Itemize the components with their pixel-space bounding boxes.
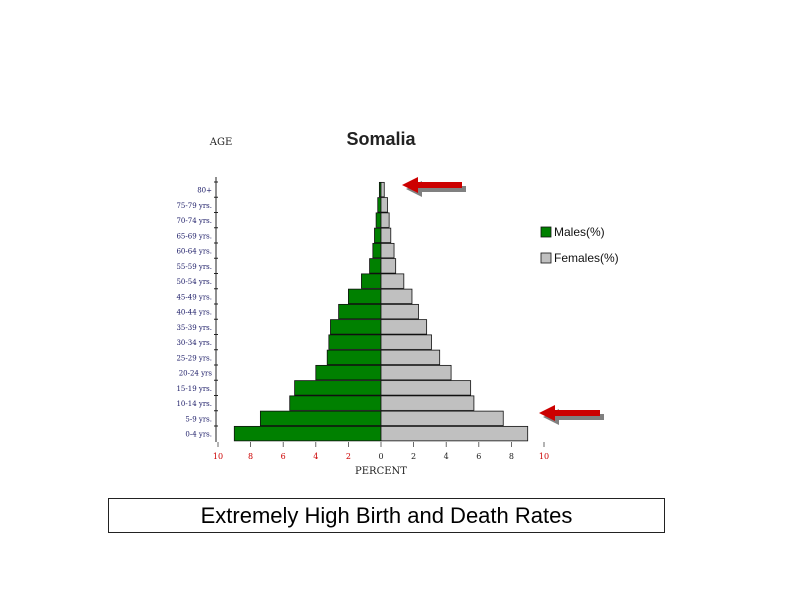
age-tick-label: 45-49 yrs. bbox=[176, 293, 212, 301]
female-bar bbox=[380, 364, 452, 381]
arrow-shaft bbox=[557, 414, 604, 420]
percent-tick-label: 10 bbox=[213, 452, 223, 461]
age-tick-label: 10-14 yrs. bbox=[176, 400, 212, 408]
female-bar bbox=[380, 334, 432, 350]
age-tick-label: 0-4 yrs. bbox=[185, 431, 212, 439]
arrow-head bbox=[539, 405, 555, 421]
chart-title: Somalia bbox=[346, 129, 416, 149]
age-axis-title: AGE bbox=[209, 137, 233, 148]
age-tick-label: 40-44 yrs. bbox=[176, 309, 212, 317]
age-tick-label: 75-79 yrs. bbox=[176, 202, 212, 210]
age-tick-label: 5-9 yrs. bbox=[185, 415, 212, 423]
age-axis: 80+ 75-79 yrs. 70-74 yrs. 65-69 yrs. 60-64 y… bbox=[176, 177, 218, 442]
caption-box: Extremely High Birth and Death Rates bbox=[108, 498, 665, 533]
arrow-shaft bbox=[420, 186, 466, 192]
caption-text: Extremely High Birth and Death Rates bbox=[200, 502, 573, 528]
arrow-5-9 bbox=[539, 405, 604, 425]
age-tick-label: 30-34 yrs. bbox=[176, 339, 212, 347]
female-bar bbox=[380, 425, 529, 442]
male-bar bbox=[377, 197, 382, 213]
percent-tick-label: 6 bbox=[281, 452, 286, 461]
male-bar bbox=[374, 227, 382, 244]
age-tick-label: 20-24 yrs bbox=[179, 370, 213, 378]
percent-tick-label: 2 bbox=[346, 452, 351, 461]
percent-tick-label: 2 bbox=[411, 452, 416, 461]
population-pyramid-chart: 80+ 75-79 yrs. 70-74 yrs. 65-69 yrs. 60-64 y… bbox=[176, 129, 619, 477]
percent-tick-label: 8 bbox=[509, 452, 514, 461]
age-tick-label: 25-29 yrs. bbox=[176, 354, 212, 362]
male-bar bbox=[315, 364, 382, 381]
female-bar bbox=[380, 410, 504, 427]
legend: Males(%) Females(%) bbox=[540, 225, 619, 265]
age-tick-label: 35-39 yrs. bbox=[176, 324, 212, 332]
male-bar bbox=[372, 242, 382, 259]
female-bar bbox=[380, 288, 413, 305]
age-tick-label: 60-64 yrs. bbox=[176, 248, 212, 256]
male-bar bbox=[361, 273, 382, 289]
age-tick-label: 80+ bbox=[197, 187, 212, 195]
male-bar bbox=[294, 380, 382, 396]
percent-tick-label: 0 bbox=[378, 452, 383, 461]
male-bar bbox=[289, 395, 382, 411]
legend-swatch bbox=[540, 226, 552, 238]
arrow-head bbox=[402, 177, 418, 193]
female-bar bbox=[380, 303, 419, 320]
female-bar bbox=[380, 258, 397, 274]
percent-axis-title: PERCENT bbox=[355, 466, 407, 477]
bars bbox=[233, 181, 529, 442]
male-bar bbox=[375, 212, 382, 228]
female-bar bbox=[380, 227, 392, 244]
legend-swatch bbox=[540, 252, 552, 264]
age-tick-label: 65-69 yrs. bbox=[176, 232, 212, 240]
female-bar bbox=[380, 242, 395, 259]
female-bar bbox=[380, 212, 390, 228]
arrow-80plus bbox=[402, 177, 466, 197]
male-bar bbox=[338, 303, 382, 320]
arrow-shaft bbox=[416, 182, 462, 188]
male-bar bbox=[328, 334, 382, 350]
male-bar bbox=[330, 319, 382, 335]
female-bar bbox=[380, 395, 475, 411]
female-bar bbox=[380, 349, 441, 366]
female-bar bbox=[380, 273, 405, 289]
male-bar bbox=[369, 258, 382, 274]
male-bar bbox=[233, 425, 382, 442]
percent-axis: 10 8 6 4 2 0 2 4 6 8 10 bbox=[213, 442, 549, 461]
female-bar bbox=[380, 380, 472, 396]
male-bar bbox=[259, 410, 382, 427]
percent-tick-label: 8 bbox=[248, 452, 253, 461]
female-bar bbox=[380, 181, 385, 198]
percent-tick-label: 4 bbox=[313, 452, 318, 461]
age-tick-label: 15-19 yrs. bbox=[176, 385, 212, 393]
male-bar bbox=[326, 349, 382, 366]
legend-label: Females(%) bbox=[554, 251, 619, 265]
female-bar bbox=[380, 319, 428, 335]
percent-tick-label: 6 bbox=[476, 452, 481, 461]
male-bar bbox=[347, 288, 382, 305]
arrow-shaft bbox=[553, 410, 600, 416]
female-bar bbox=[380, 197, 388, 213]
legend-label: Males(%) bbox=[554, 225, 605, 239]
age-tick-label: 55-59 yrs. bbox=[176, 263, 212, 271]
age-tick-label: 50-54 yrs. bbox=[176, 278, 212, 286]
percent-tick-label: 10 bbox=[539, 452, 549, 461]
age-tick-label: 70-74 yrs. bbox=[176, 217, 212, 225]
annotation-arrows bbox=[402, 177, 604, 425]
percent-tick-label: 4 bbox=[444, 452, 449, 461]
